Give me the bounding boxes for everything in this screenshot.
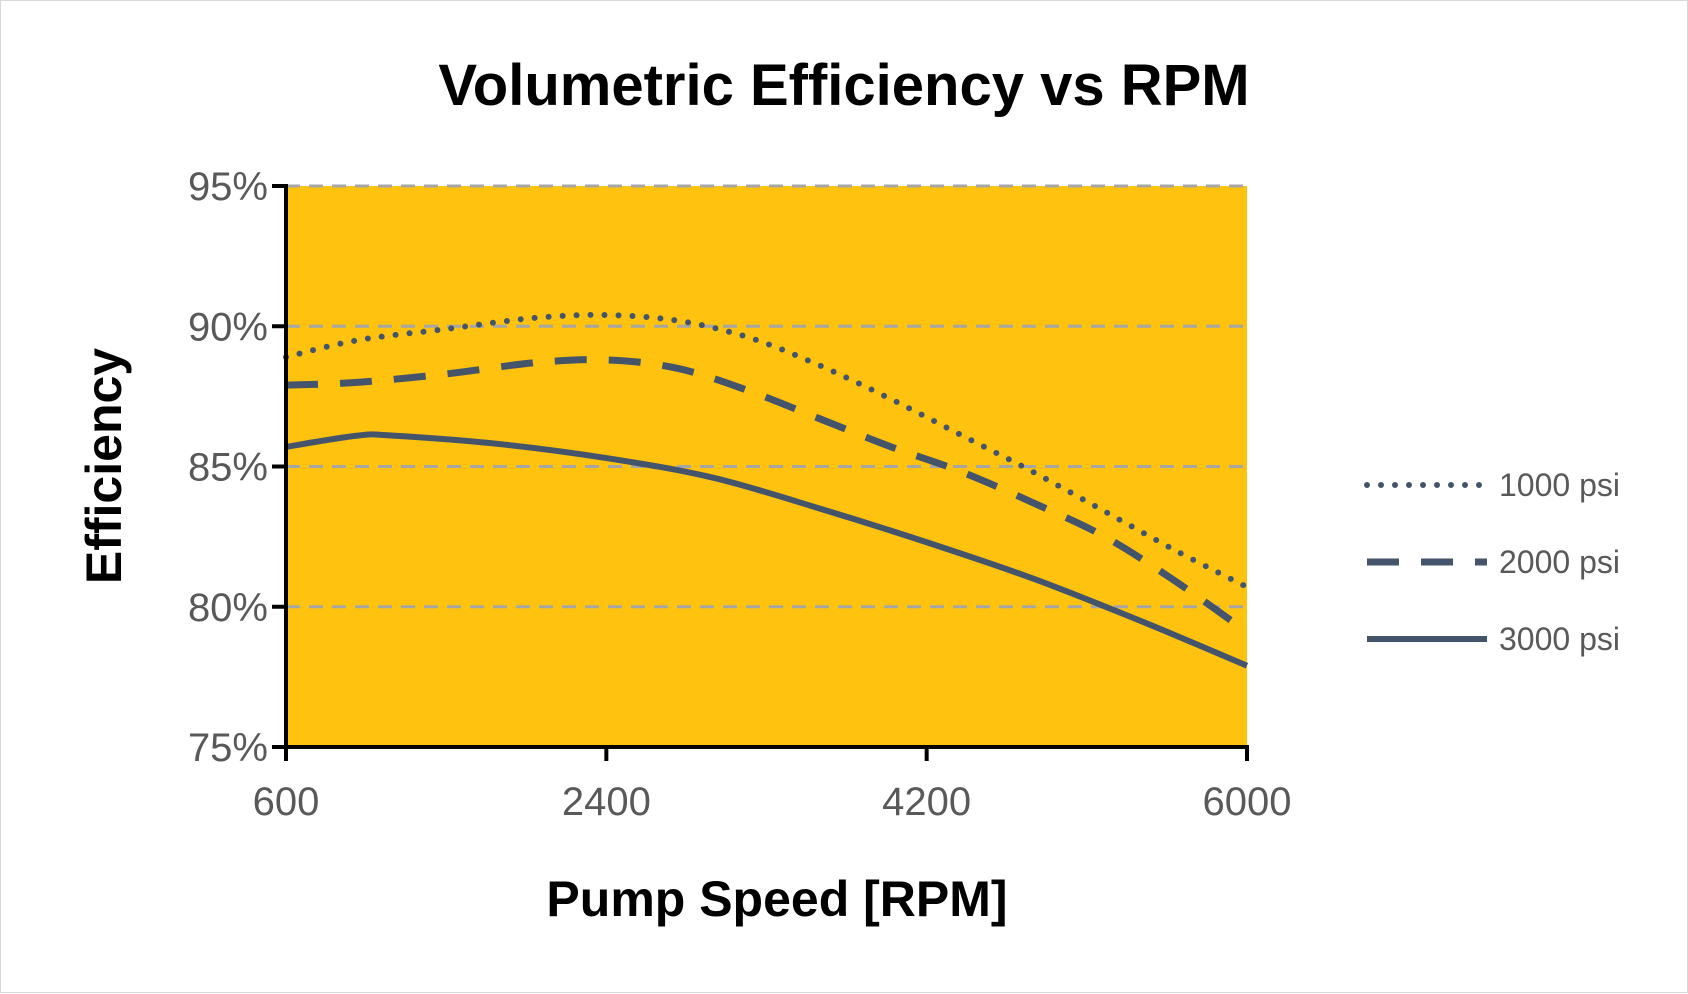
y-tick-label: 75% [188,726,268,770]
legend: 1000 psi 2000 psi 3000 psi [1364,467,1620,657]
chart-title: Volumetric Efficiency vs RPM [438,53,1249,118]
series-line-1000-psi [283,311,1250,591]
legend-label: 1000 psi [1499,467,1620,503]
series-line-2000-psi [285,356,1250,635]
series-line-3000-psi [285,431,1249,669]
y-tick-label: 90% [188,305,268,349]
x-tick-label: 6000 [1203,780,1292,824]
plot-background [286,186,1247,747]
plot-area: 75% 80% 85% 90% 95% 600 2400 4200 6000 [188,165,1292,824]
legend-label: 2000 psi [1499,544,1620,580]
x-tick-label: 600 [253,780,320,824]
x-tick-label: 4200 [882,780,971,824]
y-tick-label: 85% [188,446,268,490]
x-tick-label: 2400 [562,780,651,824]
legend-label: 3000 psi [1499,621,1620,657]
x-axis-title: Pump Speed [RPM] [546,871,1007,927]
y-tick-label: 80% [188,586,268,630]
y-axis-title: Efficiency [76,348,132,584]
y-tick-label: 95% [188,165,268,209]
